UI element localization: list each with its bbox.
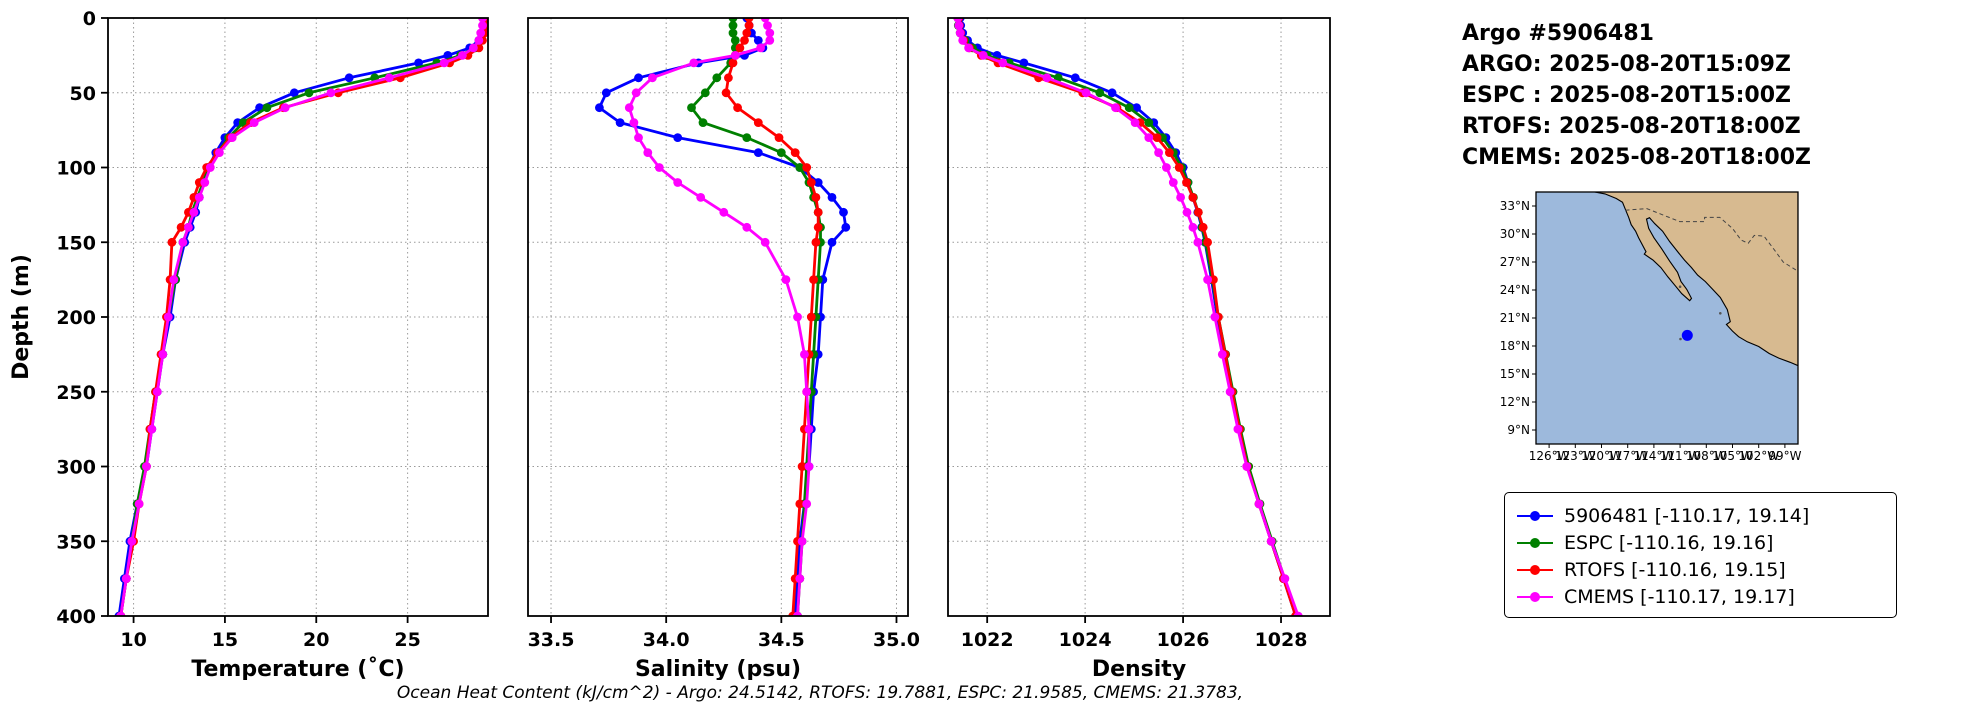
map-lat-label: 24°N	[1500, 283, 1530, 297]
legend-item-cmems: CMEMS [-110.17, 19.17]	[1517, 583, 1890, 610]
station-title: Argo #5906481	[1462, 21, 1654, 46]
map-lat-label: 30°N	[1500, 227, 1530, 241]
depth-tick-label: 350	[56, 531, 96, 553]
salinity-xtick-label: 35.0	[873, 629, 920, 651]
float-position-marker	[1681, 329, 1693, 341]
cmems-series-marker	[1517, 590, 1553, 604]
depth-tick-label: 100	[56, 158, 96, 180]
map-lon-label: 120°W	[1581, 449, 1622, 463]
argo-series-marker	[1517, 509, 1553, 523]
legend-label-espc: ESPC [-110.16, 19.16]	[1564, 531, 1774, 554]
map-lon-label: 99°W	[1768, 449, 1801, 463]
map-lon-label: 117°W	[1607, 449, 1648, 463]
ocean-heat-content-note: Ocean Heat Content (kJ/cm^2) - Argo: 24.…	[396, 683, 1244, 703]
map-lon-label: 105°W	[1712, 449, 1753, 463]
density-xtick-label: 1024	[1059, 629, 1112, 651]
temperature-xtick-label: 25	[394, 629, 420, 651]
map-lat-label: 15°N	[1500, 367, 1530, 381]
legend-label-rtofs: RTOFS [-110.16, 19.15]	[1564, 558, 1786, 581]
map-lat-label: 21°N	[1500, 311, 1530, 325]
rtofs-timestamp: RTOFS: 2025-08-20T18:00Z	[1462, 114, 1801, 139]
density-series-CMEMS	[953, 18, 1303, 616]
legend-label-argo: 5906481 [-110.17, 19.14]	[1564, 504, 1810, 527]
density-axis-label: Density	[1092, 657, 1186, 680]
espc-series-marker	[1517, 536, 1553, 550]
island-dot	[1679, 337, 1682, 341]
island-dot	[1719, 312, 1722, 315]
depth-tick-label: 300	[56, 457, 96, 479]
temperature-panel: 10 15 20 25 Temperature (˚C) 0 50 100 150 200 250 3…	[9, 8, 489, 680]
map-lon-label: 123°W	[1555, 449, 1596, 463]
legend-item-espc: ESPC [-110.16, 19.16]	[1517, 529, 1890, 556]
depth-tick-label: 400	[56, 606, 96, 628]
salinity-series-CMEMS	[624, 18, 814, 616]
temperature-xtick-label: 10	[120, 629, 146, 651]
map-lon-label: 108°W	[1686, 449, 1727, 463]
station-header: Argo #5906481 ARGO: 2025-08-20T15:09Z ES…	[1462, 18, 1967, 173]
depth-tick-label: 50	[70, 83, 96, 105]
salinity-xtick-label: 34.5	[758, 629, 805, 651]
density-xtick-label: 1028	[1255, 629, 1308, 651]
density-xtick-label: 1026	[1157, 629, 1210, 651]
temperature-xtick-label: 20	[303, 629, 329, 651]
density-series-ESPC	[953, 18, 1302, 616]
map-lat-label: 18°N	[1500, 339, 1530, 353]
rtofs-series-marker	[1517, 563, 1553, 577]
map-lat-label: 33°N	[1500, 199, 1530, 213]
temperature-series-CMEMS	[116, 18, 487, 616]
temperature-gridlines	[108, 17, 488, 617]
legend-item-rtofs: RTOFS [-110.16, 19.15]	[1517, 556, 1890, 583]
depth-tick-label: 200	[56, 307, 96, 329]
depth-tick-label: 0	[83, 8, 96, 30]
depth-tick-label: 150	[56, 232, 96, 254]
location-map: 33°N 30°N 27°N 24°N 21°N 18°N 15°N 12°N 9°N 126°W…	[1500, 191, 1802, 463]
map-land	[1594, 192, 1798, 367]
info-panel: Argo #5906481 ARGO: 2025-08-20T15:09Z ES…	[1462, 18, 1967, 712]
map-lat-label: 12°N	[1500, 395, 1530, 409]
density-xtick-label: 1022	[961, 629, 1014, 651]
legend-label-cmems: CMEMS [-110.17, 19.17]	[1564, 585, 1795, 608]
map-lon-label: 111°W	[1660, 449, 1701, 463]
legend-item-argo: 5906481 [-110.17, 19.14]	[1517, 502, 1890, 529]
salinity-xtick-label: 33.5	[528, 629, 575, 651]
map-lat-label: 9°N	[1507, 423, 1530, 437]
density-panel: 1022 1024 1026 1028 Density	[947, 17, 1331, 680]
map-lon-label: 126°W	[1529, 449, 1570, 463]
legend: 5906481 [-110.17, 19.14] ESPC [-110.16, …	[1504, 492, 1897, 618]
depth-tick-label: 250	[56, 382, 96, 404]
map-lon-label: 102°W	[1738, 449, 1779, 463]
salinity-frame	[527, 17, 909, 617]
salinity-axis-label: Salinity (psu)	[635, 657, 801, 680]
argo-timestamp: ARGO: 2025-08-20T15:09Z	[1462, 52, 1791, 77]
temperature-xtick-label: 15	[212, 629, 238, 651]
density-frame	[947, 17, 1331, 617]
cmems-timestamp: CMEMS: 2025-08-20T18:00Z	[1462, 145, 1811, 170]
salinity-gridlines	[528, 17, 908, 617]
salinity-panel: 33.5 34.0 34.5 35.0 Salinity (psu)	[527, 17, 920, 680]
map-lat-label: 27°N	[1500, 255, 1530, 269]
depth-axis-label: Depth (m)	[9, 254, 34, 380]
salinity-xtick-label: 34.0	[643, 629, 690, 651]
espc-timestamp: ESPC : 2025-08-20T15:00Z	[1462, 83, 1791, 108]
map-lon-label: 114°W	[1634, 449, 1675, 463]
profile-charts: 10 15 20 25 Temperature (˚C) 0 50 100 150 200 250 3…	[9, 8, 1331, 680]
temperature-axis-label: Temperature (˚C)	[191, 657, 404, 680]
island-dot	[1678, 285, 1682, 288]
